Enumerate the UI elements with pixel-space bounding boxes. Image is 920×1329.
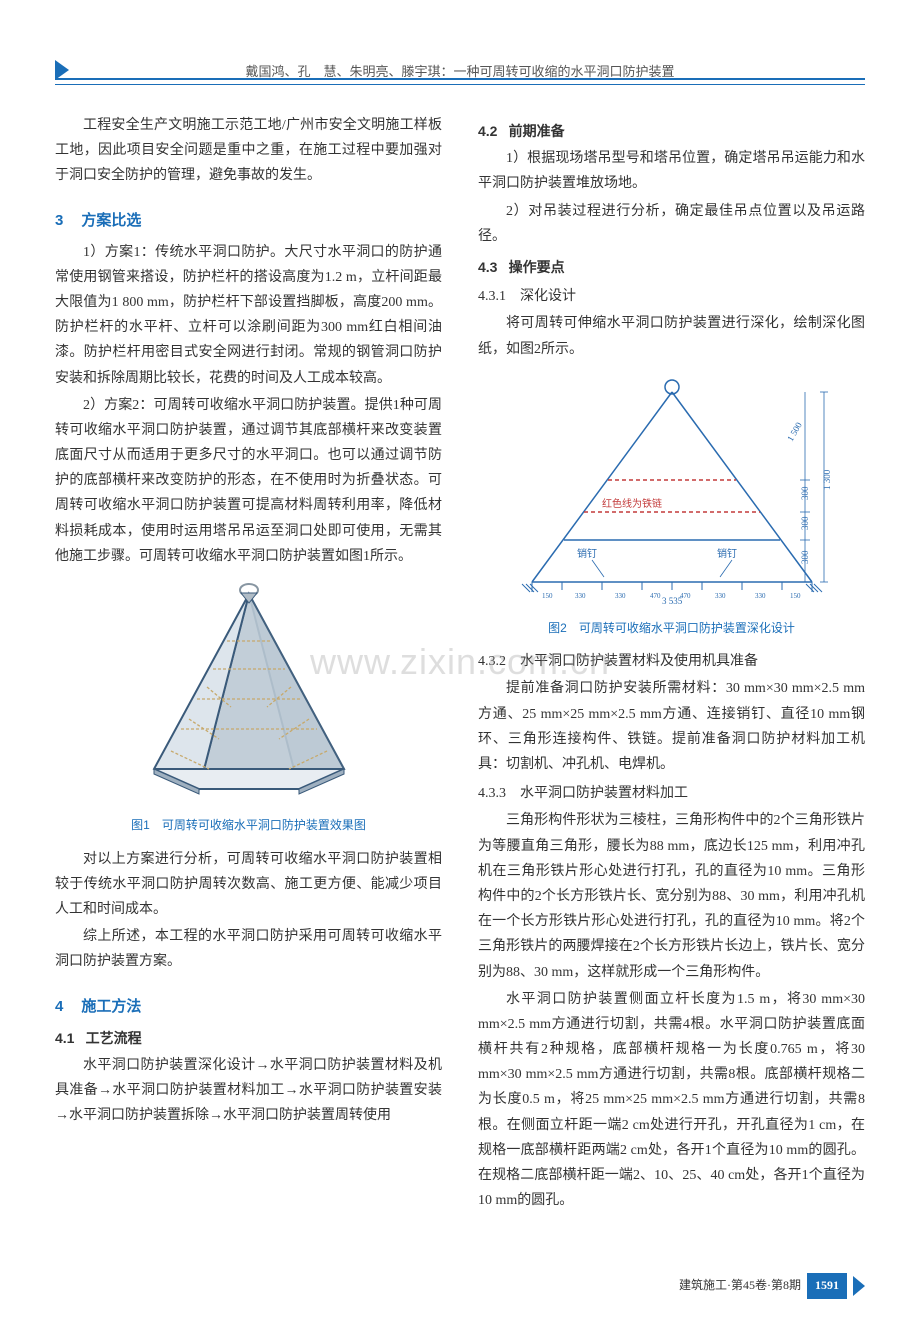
subsection-4-2-heading: 4.2 前期准备 xyxy=(478,119,865,144)
figure-2-caption: 图2 可周转可收缩水平洞口防护装置深化设计 xyxy=(478,618,865,640)
figure-1: 图1 可周转可收缩水平洞口防护装置效果图 xyxy=(55,579,442,837)
section-3-number: 3 xyxy=(55,212,63,229)
fig2-chain-label: 红色线为铁链 xyxy=(602,497,662,510)
fig2-seg-330d: 330 xyxy=(755,592,766,600)
sub-4-1-title: 工艺流程 xyxy=(86,1030,142,1046)
fig2-dim-300a: 300 xyxy=(800,486,810,500)
running-head: 戴国鸿、孔 慧、朱明亮、滕宇琪：一种可周转可收缩的水平洞口防护装置 xyxy=(55,60,865,89)
p-scheme2: 2）方案2：可周转可收缩水平洞口防护装置。提供1种可周转可收缩水平洞口防护装置，… xyxy=(55,393,442,569)
p-conclusion: 综上所述，本工程的水平洞口防护采用可周转可收缩水平洞口防护装置方案。 xyxy=(55,924,442,974)
figure-2: 1 300 1 500 300 300 300 3 535 150 330 33… xyxy=(478,372,865,640)
fig2-seg-470l: 470 xyxy=(650,592,661,600)
footer-journal: 建筑施工·第45卷·第8期 xyxy=(679,1275,801,1297)
subsection-4-1-heading: 4.1 工艺流程 xyxy=(55,1026,442,1051)
subsub-4-3-2: 4.3.2 水平洞口防护装置材料及使用机具准备 xyxy=(478,649,865,674)
figure-1-caption: 图1 可周转可收缩水平洞口防护装置效果图 xyxy=(55,815,442,837)
p-4-3-3b: 水平洞口防护装置侧面立杆长度为1.5 m，将30 mm×30 mm×2.5 mm… xyxy=(478,987,865,1214)
section-3-heading: 3 方案比选 xyxy=(55,207,442,234)
fig2-pin1-label: 销钉 xyxy=(577,547,597,560)
fig2-dim-300b: 300 xyxy=(800,516,810,530)
fig2-seg-150b: 150 xyxy=(790,592,801,600)
intro-para: 工程安全生产文明施工示范工地/广州市安全文明施工样板工地，因此项目安全问题是重中… xyxy=(55,113,442,189)
fig2-seg-330c: 330 xyxy=(715,592,726,600)
fig2-dim-1500: 1 500 xyxy=(785,420,804,443)
fig2-dim-1300: 1 300 xyxy=(822,469,832,490)
sub-4-1-number: 4.1 xyxy=(55,1030,74,1046)
p-4-3-2: 提前准备洞口防护安装所需材料：30 mm×30 mm×2.5 mm方通、25 m… xyxy=(478,676,865,777)
sub-4-2-number: 4.2 xyxy=(478,123,497,139)
section-3-title: 方案比选 xyxy=(81,212,141,229)
p-4-3-1: 将可周转可伸缩水平洞口防护装置进行深化，绘制深化图纸，如图2所示。 xyxy=(478,311,865,361)
p-4-2-1: 1）根据现场塔吊型号和塔吊位置，确定塔吊吊运能力和水平洞口防护装置堆放场地。 xyxy=(478,146,865,196)
fig2-seg-470r: 470 xyxy=(680,592,691,600)
fig2-seg-330b: 330 xyxy=(615,592,626,600)
p-scheme1: 1）方案1：传统水平洞口防护。大尺寸水平洞口的防护通常使用钢管来搭设，防护栏杆的… xyxy=(55,240,442,391)
fig2-pin2-label: 销钉 xyxy=(717,547,737,560)
sub-4-3-number: 4.3 xyxy=(478,259,497,275)
fig2-seg-150: 150 xyxy=(542,592,553,600)
sub-4-2-title: 前期准备 xyxy=(509,123,565,139)
fig2-dim-300c: 300 xyxy=(800,550,810,564)
p-process-flow: 水平洞口防护装置深化设计→水平洞口防护装置材料及机具准备→水平洞口防护装置材料加… xyxy=(55,1053,442,1129)
section-4-title: 施工方法 xyxy=(81,998,141,1015)
subsection-4-3-heading: 4.3 操作要点 xyxy=(478,255,865,280)
section-4-heading: 4 施工方法 xyxy=(55,993,442,1020)
p-4-3-3a: 三角形构件形状为三棱柱，三角形构件中的2个三角形铁片为等腰直角三角形，腰长为88… xyxy=(478,808,865,984)
sub-4-3-title: 操作要点 xyxy=(509,259,565,275)
footer-triangle-icon xyxy=(853,1276,865,1296)
page-footer: 建筑施工·第45卷·第8期 1591 xyxy=(679,1273,865,1299)
subsub-4-3-3: 4.3.3 水平洞口防护装置材料加工 xyxy=(478,781,865,806)
fig2-seg-330a: 330 xyxy=(575,592,586,600)
p-4-2-2: 2）对吊装过程进行分析，确定最佳吊点位置以及吊运路径。 xyxy=(478,199,865,249)
subsub-4-3-1: 4.3.1 深化设计 xyxy=(478,284,865,309)
section-4-number: 4 xyxy=(55,998,63,1015)
footer-page-number: 1591 xyxy=(807,1273,847,1299)
p-analysis: 对以上方案进行分析，可周转可收缩水平洞口防护装置相较于传统水平洞口防护周转次数高… xyxy=(55,847,442,923)
